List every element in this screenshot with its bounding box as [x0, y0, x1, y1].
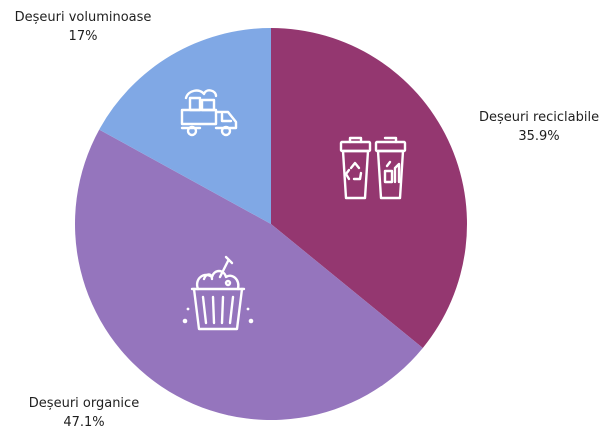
slices-layer — [74, 28, 468, 421]
labels-layer: Deșeuri reciclabile 35.9% Deșeuri organice… — [15, 10, 599, 427]
slice-value-label-deseuri-organice: 47.1% — [63, 415, 104, 427]
pie-slice-deseuri-reciclabile — [271, 28, 468, 348]
slice-label-deseuri-voluminoase: Deșeuri voluminoase — [15, 10, 152, 25]
slice-label-deseuri-organice: Deșeuri organice — [29, 396, 139, 411]
slice-label-deseuri-reciclabile: Deșeuri reciclabile — [479, 110, 599, 125]
bulky-waste-truck-icon — [180, 89, 238, 137]
pie-slice-deseuri-voluminoase — [99, 28, 271, 224]
icons-layer — [180, 89, 407, 331]
organic-waste-bin-icon — [182, 255, 254, 331]
recycling-bins-icon — [339, 136, 407, 200]
slice-value-label-deseuri-voluminoase: 17% — [69, 29, 98, 44]
pie-slice-deseuri-organice — [74, 129, 423, 421]
slice-value-label-deseuri-reciclabile: 35.9% — [518, 129, 559, 144]
